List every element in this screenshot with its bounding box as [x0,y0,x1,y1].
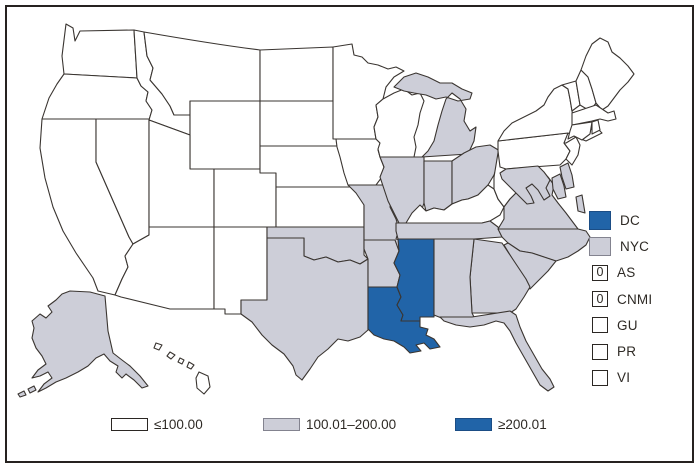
legend-item-low: ≤100.00 [111,417,203,432]
state-alaska [17,290,149,398]
legend-swatch-dc [589,210,611,230]
state-new-jersey [563,136,581,166]
legend-swatch-as: 0 [592,264,608,281]
state-north-dakota [259,46,334,102]
state-tennessee [395,220,503,240]
state-maine [580,37,635,111]
state-montana [143,31,261,116]
legend-label-pr: PR [617,344,637,360]
legend-swatch-cnmi: 0 [592,291,608,308]
state-texas [240,237,369,381]
legend-swatch-mid [263,418,300,431]
legend-label-vi: VI [617,370,631,386]
state-alabama [433,238,475,324]
state-massachusetts [571,104,617,126]
state-kansas [275,186,365,228]
legend-label-dc: DC [620,212,640,228]
legend-item-mid: 100.01–200.00 [263,417,396,432]
legend-swatch-pr [592,343,608,360]
legend-row-vi: VI [589,365,652,391]
state-rhode-island [591,119,601,135]
legend-row-nyc: NYC [589,233,652,259]
state-colorado [213,168,277,228]
legend-swatch-low [111,418,148,431]
legend-row-gu: GU [589,312,652,338]
legend-label-low: ≤100.00 [154,417,203,432]
rate-legend: ≤100.00 100.01–200.00 ≥200.01 [0,414,699,436]
legend-row-dc: DC [589,207,652,233]
legend-row-cnmi: 0 CNMI [589,286,652,312]
state-washington [61,23,138,79]
state-indiana [423,160,453,212]
territory-legend: DC NYC 0 AS 0 CNMI GU PR VI [589,207,652,391]
legend-row-pr: PR [589,338,652,364]
state-pennsylvania [497,132,571,170]
state-mississippi [393,238,435,322]
legend-label-gu: GU [617,317,638,333]
legend-swatch-nyc [589,236,611,256]
legend-label-nyc: NYC [620,238,650,254]
state-delaware [559,162,575,190]
legend-row-as: 0 AS [589,260,652,286]
state-wyoming [189,100,261,170]
legend-swatch-high [455,418,492,431]
legend-swatch-vi [592,369,608,386]
state-kentucky [397,184,505,232]
legend-label-high: ≥200.01 [498,417,547,432]
legend-item-high: ≥200.01 [455,417,547,432]
legend-label-as: AS [617,265,636,281]
legend-label-mid: 100.01–200.00 [306,417,397,432]
state-hawaii [153,342,211,395]
state-michigan [393,72,477,158]
legend-swatch-gu [592,317,608,334]
state-florida [439,310,555,392]
state-oregon [41,73,153,121]
state-maryland [499,165,567,205]
state-south-dakota [259,100,339,147]
legend-label-cnmi: CNMI [617,291,653,307]
state-wisconsin [373,88,425,158]
